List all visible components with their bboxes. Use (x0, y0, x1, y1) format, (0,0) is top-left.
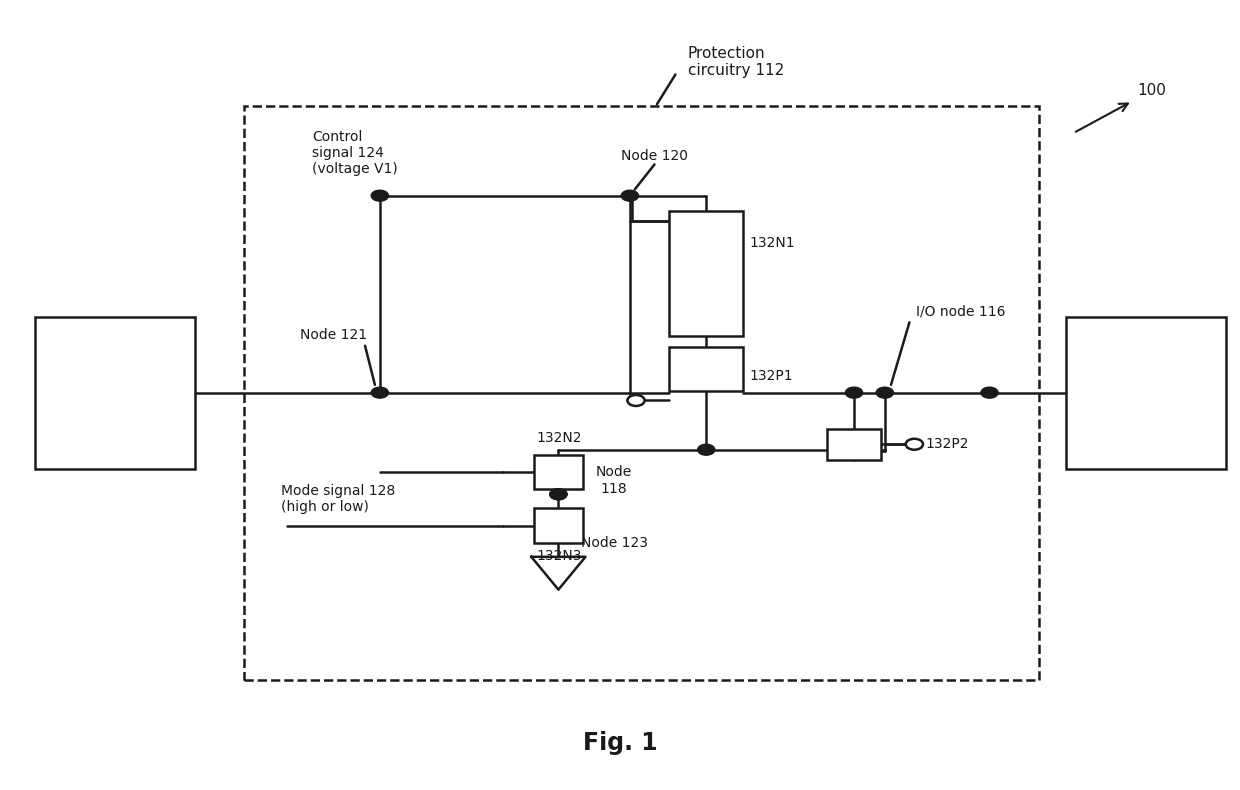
Circle shape (981, 387, 998, 398)
Text: Fig. 1: Fig. 1 (583, 731, 657, 754)
Bar (533, 455, 583, 489)
Circle shape (877, 387, 894, 398)
Bar (827, 429, 882, 460)
Circle shape (627, 395, 645, 406)
Bar (670, 348, 743, 391)
Bar (533, 508, 583, 543)
Circle shape (549, 489, 567, 500)
Text: High voltage
circuitry 108
(voltage V2): High voltage circuitry 108 (voltage V2) (1101, 370, 1190, 416)
Circle shape (905, 438, 923, 450)
Circle shape (549, 489, 567, 500)
Text: 132P2: 132P2 (925, 437, 968, 451)
Text: Node
118: Node 118 (595, 465, 632, 495)
Text: Protection
circuitry 112: Protection circuitry 112 (688, 46, 784, 78)
Bar (35, 317, 195, 469)
Circle shape (371, 190, 388, 201)
Text: Node 120: Node 120 (621, 149, 688, 163)
Bar (244, 106, 1039, 680)
Circle shape (846, 387, 863, 398)
Circle shape (621, 190, 639, 201)
Text: 132P1: 132P1 (749, 369, 792, 383)
Text: 132N1: 132N1 (749, 235, 795, 250)
Circle shape (371, 387, 388, 398)
Text: Node 123: Node 123 (580, 536, 647, 550)
Text: Low voltage
circuitry 104
(voltage V1): Low voltage circuitry 104 (voltage V1) (71, 370, 159, 416)
Text: Mode signal 128
(high or low): Mode signal 128 (high or low) (281, 483, 396, 514)
Circle shape (698, 444, 714, 455)
Text: Node 121: Node 121 (300, 328, 367, 342)
Text: Control
signal 124
(voltage V1): Control signal 124 (voltage V1) (312, 130, 398, 176)
Text: 132N3: 132N3 (536, 549, 582, 563)
Text: I/O node 116: I/O node 116 (915, 304, 1006, 318)
Bar (1066, 317, 1226, 469)
Text: 132N2: 132N2 (536, 431, 582, 446)
Text: 100: 100 (1137, 83, 1166, 98)
Bar (670, 211, 743, 337)
